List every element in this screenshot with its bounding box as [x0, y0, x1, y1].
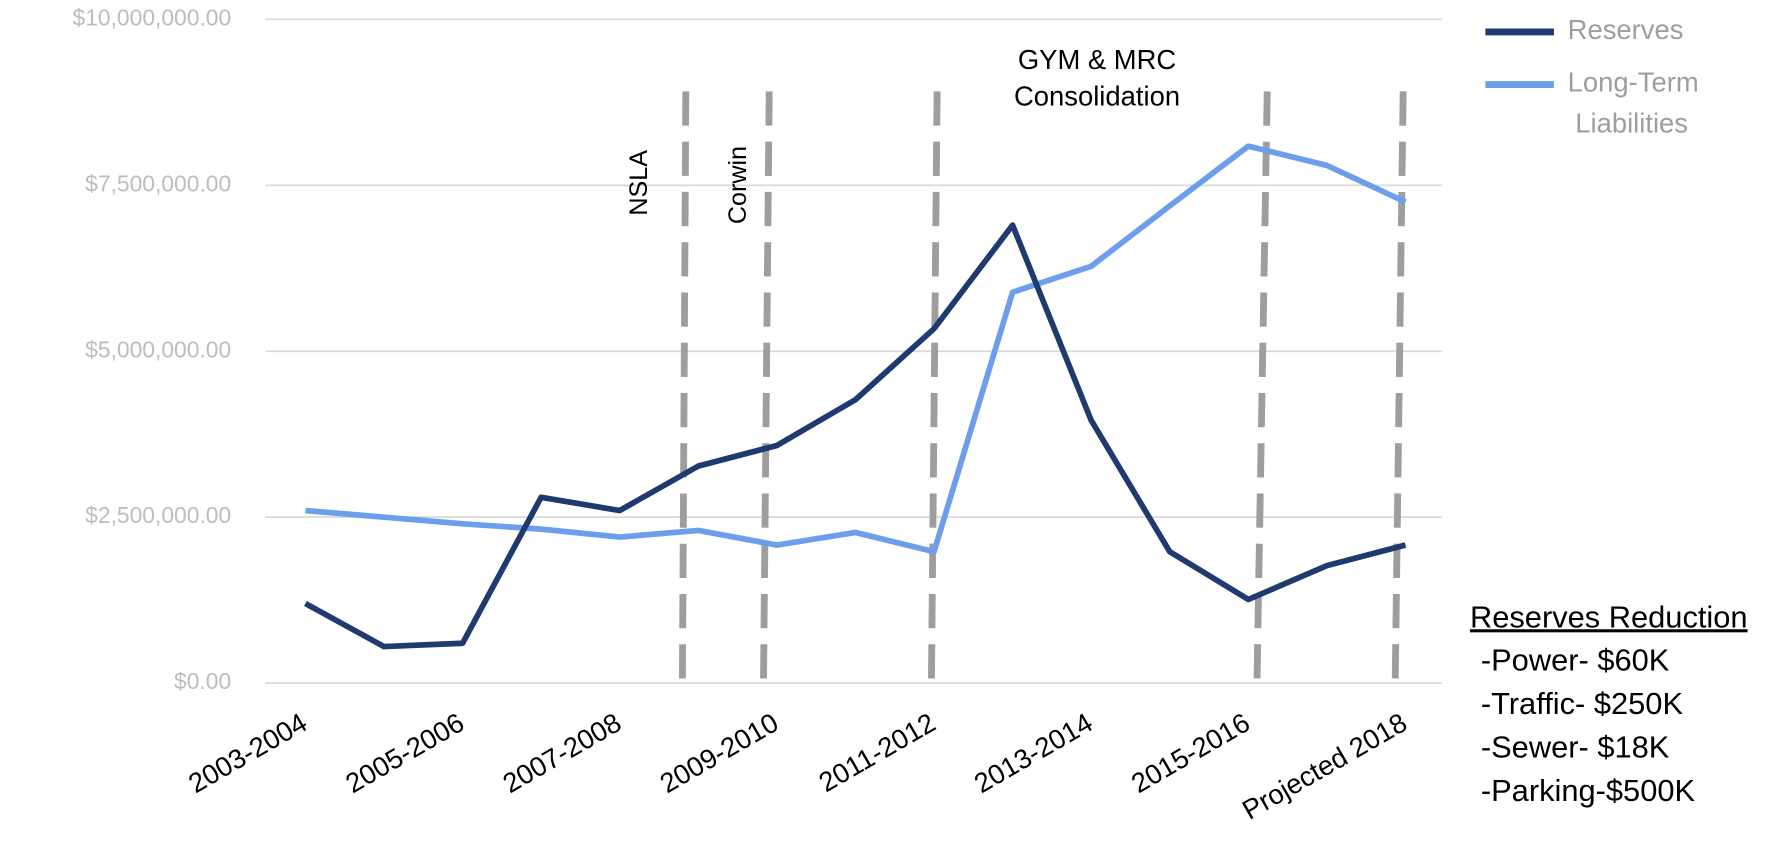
y-tick-label: $10,000,000.00: [73, 4, 232, 30]
x-tick-label: 2015-2016: [1126, 707, 1255, 799]
event-line: [1391, 91, 1407, 684]
note-line: -Parking-$500K: [1481, 773, 1696, 808]
legend-label: Long-Term Liabilities: [1568, 67, 1699, 139]
plot: $0.00 $2,500,000.00 $5,000,000.00 $7,500,00…: [73, 4, 1699, 825]
y-tick-label: $5,000,000.00: [85, 336, 231, 362]
y-tick-label: $0.00: [174, 668, 231, 694]
event-line: [760, 91, 773, 684]
y-tick-label: $7,500,000.00: [85, 170, 231, 196]
y-tick-label: $2,500,000.00: [85, 502, 231, 528]
x-tick-label: 2003-2004: [183, 707, 312, 799]
annotation: Corwin: [724, 146, 752, 224]
event-line: [678, 91, 690, 684]
note-line: -Traffic- $250K: [1481, 686, 1684, 721]
note-title: Reserves Reduction: [1470, 599, 1748, 634]
event-line: [927, 91, 941, 684]
annotation: NSLA: [625, 150, 653, 216]
annotation: Consolidation: [1014, 80, 1180, 111]
x-tick-label: 2013-2014: [969, 707, 1098, 799]
series-line: [304, 222, 1407, 650]
legend-label: Reserves: [1568, 14, 1684, 45]
x-tick-label: 2009-2010: [654, 707, 783, 799]
annotation: GYM & MRC: [1018, 44, 1176, 75]
note-line: -Power- $60K: [1481, 643, 1670, 678]
series-line: [305, 143, 1407, 555]
x-tick-label: 2005-2006: [340, 707, 469, 799]
x-tick-label: 2007-2008: [497, 707, 626, 799]
note-line: -Sewer- $18K: [1481, 729, 1670, 764]
x-tick-label: Projected 2018: [1237, 707, 1412, 826]
x-tick-label: 2011-2012: [813, 707, 940, 798]
